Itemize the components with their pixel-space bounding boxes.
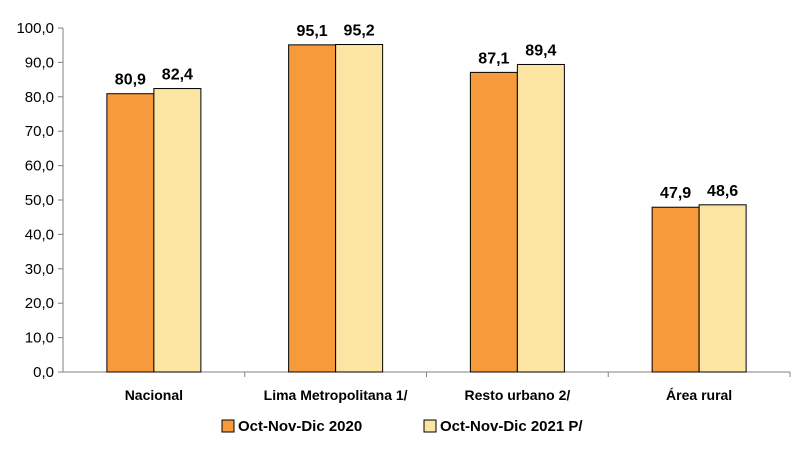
data-label: 82,4 (162, 67, 193, 84)
data-label: 47,9 (660, 185, 691, 202)
y-tick-label: 50,0 (25, 192, 54, 209)
x-tick-label: Lima Metropolitana 1/ (264, 387, 408, 403)
y-tick-label: 90,0 (25, 54, 54, 71)
y-tick-label: 80,0 (25, 89, 54, 106)
y-tick-label: 40,0 (25, 226, 54, 243)
legend-label: Oct-Nov-Dic 2021 P/ (440, 418, 583, 435)
legend-label: Oct-Nov-Dic 2020 (238, 418, 362, 435)
data-label: 95,2 (344, 23, 375, 40)
bar (153, 88, 202, 373)
y-tick-label: 0,0 (33, 364, 54, 381)
bar (106, 93, 155, 373)
data-label: 87,1 (478, 50, 509, 67)
bar (335, 44, 384, 373)
bar (469, 71, 518, 373)
x-tick-label: Área rural (666, 387, 732, 403)
data-label: 95,1 (297, 23, 328, 40)
y-tick-label: 60,0 (25, 158, 54, 175)
y-tick-label: 20,0 (25, 295, 54, 312)
legend-swatch (221, 419, 235, 433)
bar (516, 63, 565, 373)
y-tick-label: 30,0 (25, 261, 54, 278)
x-tick-label: Resto urbano 2/ (464, 387, 570, 403)
bar (698, 204, 747, 373)
x-tick-label: Nacional (125, 387, 183, 403)
data-label: 80,9 (115, 72, 146, 89)
y-tick-label: 10,0 (25, 330, 54, 347)
legend-swatch (423, 419, 437, 433)
data-label: 48,6 (707, 183, 738, 200)
bar (288, 44, 337, 373)
y-tick-label: 100,0 (16, 20, 54, 37)
bar (651, 206, 700, 373)
data-label: 89,4 (525, 42, 556, 59)
y-tick-label: 70,0 (25, 123, 54, 140)
